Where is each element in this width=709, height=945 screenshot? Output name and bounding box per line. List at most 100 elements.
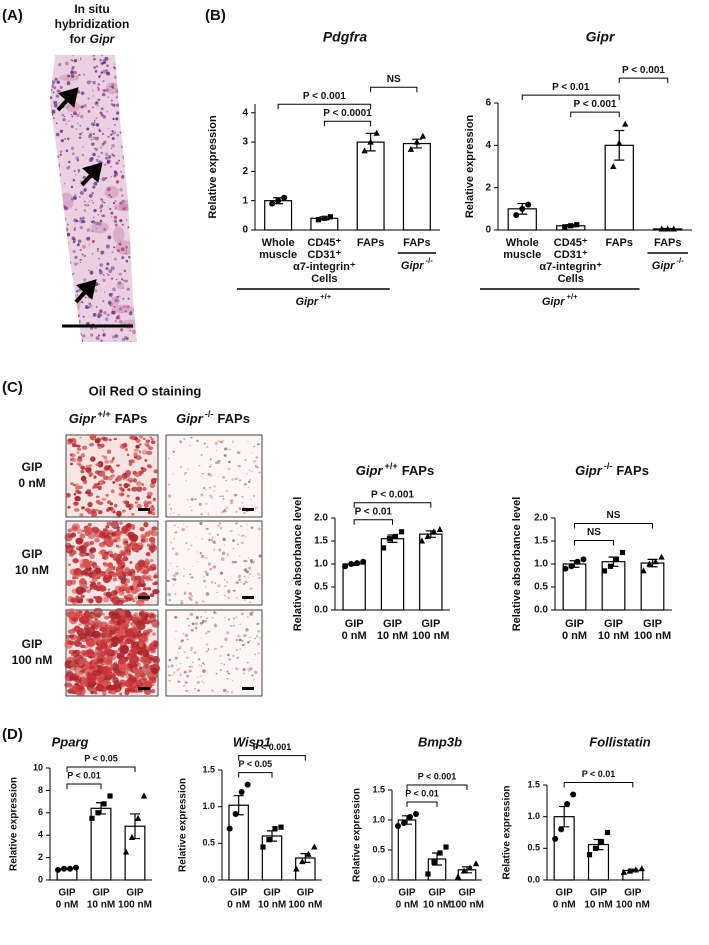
significance-bracket [521, 94, 620, 101]
lipid-droplet [223, 454, 227, 457]
stain-dot [101, 92, 106, 97]
lipid-droplet [253, 445, 256, 448]
lipid-droplet [207, 630, 211, 633]
lipid-droplet [132, 478, 137, 483]
stain-dot [51, 109, 56, 114]
stain-dot [93, 66, 97, 69]
significance-label: P < 0.001 [574, 99, 617, 110]
lipid-droplet [189, 612, 194, 616]
stain-dot [112, 103, 116, 107]
lipid-droplet [246, 616, 249, 618]
stain-dot [71, 115, 74, 118]
stain-dot [129, 329, 132, 332]
stain-dot [52, 91, 55, 94]
data-point [266, 837, 272, 843]
lipid-droplet [129, 585, 134, 591]
stain-dot [101, 177, 106, 182]
x-tick-label: FAPs [403, 237, 431, 249]
lipid-droplet [247, 576, 250, 579]
lipid-droplet [222, 476, 226, 479]
lipid-droplet [245, 473, 249, 475]
stain-dot [113, 257, 117, 261]
data-point [610, 163, 617, 169]
stain-dot [95, 117, 98, 120]
stain-dot [68, 160, 71, 164]
lipid-droplet [89, 665, 96, 670]
lipid-droplet [118, 483, 123, 487]
stain-dot [98, 222, 102, 226]
lipid-droplet [92, 607, 103, 618]
lipid-droplet [153, 640, 158, 644]
lipid-droplet [123, 571, 131, 577]
y-tick-label: 2 [38, 852, 43, 862]
lipid-droplet [251, 614, 254, 616]
lipid-droplet [205, 643, 209, 646]
lipid-droplet [238, 555, 241, 557]
lipid-droplet [215, 612, 217, 615]
lipid-droplet [116, 688, 121, 693]
data-point [431, 859, 437, 865]
stain-dot [63, 182, 66, 185]
lipid-droplet [185, 656, 189, 660]
lipid-droplet [90, 456, 96, 462]
lipid-droplet [70, 532, 76, 538]
lipid-droplet [86, 589, 91, 593]
lipid-droplet [243, 582, 246, 585]
lipid-droplet [116, 510, 122, 517]
stain-dot [98, 75, 101, 79]
significance-bracket [618, 77, 669, 84]
x-tick-label: GIP [230, 888, 248, 899]
lipid-droplet [208, 533, 211, 535]
lipid-droplet [115, 476, 123, 482]
y-axis-label: Relative expression [502, 786, 513, 880]
lipid-droplet [135, 438, 141, 443]
lipid-droplet [222, 440, 224, 442]
x-tick-label: 0 nM [396, 900, 419, 911]
stain-dot [110, 211, 114, 215]
lipid-droplet [114, 630, 123, 638]
lipid-droplet [199, 621, 204, 625]
lipid-droplet [69, 634, 75, 639]
lipid-droplet [124, 679, 134, 688]
stain-dot [111, 132, 114, 135]
lipid-droplet [115, 536, 121, 543]
lipid-droplet [200, 637, 202, 639]
lipid-droplet [228, 658, 231, 661]
stain-dot [111, 136, 115, 141]
lipid-droplet [172, 584, 175, 587]
lipid-droplet [235, 616, 238, 618]
lipid-droplet [186, 498, 189, 501]
lipid-droplet [136, 486, 143, 492]
lipid-droplet [223, 585, 227, 588]
data-point [299, 858, 306, 865]
data-point [613, 556, 620, 562]
stain-dot [132, 329, 136, 334]
stain-dot [70, 185, 74, 189]
stain-dot [97, 155, 100, 158]
lipid-droplet [183, 568, 185, 570]
stain-dot [122, 297, 125, 300]
lipid-droplet [139, 526, 145, 532]
lipid-droplet [175, 631, 177, 633]
lipid-droplet [256, 572, 261, 576]
lipid-droplet [220, 662, 223, 665]
stain-dot [113, 123, 116, 126]
stain-dot [105, 156, 108, 160]
stain-dot [96, 306, 98, 308]
lipid-droplet [226, 691, 229, 693]
x-tick-label: GIP [92, 888, 110, 899]
lipid-droplet [238, 578, 241, 582]
lipid-droplet [170, 507, 172, 510]
stain-dot [111, 296, 113, 299]
stain-dot [96, 250, 99, 252]
lipid-droplet [107, 562, 113, 569]
lipid-droplet [242, 668, 246, 672]
lipid-droplet [167, 494, 172, 498]
data-point [619, 549, 626, 556]
x-tick-label: muscle [503, 249, 541, 261]
lipid-droplet [228, 460, 231, 464]
stain-dot [95, 227, 98, 230]
stain-dot [101, 88, 104, 91]
chart-title: Bmp3b [418, 734, 462, 749]
lipid-droplet [173, 578, 177, 582]
